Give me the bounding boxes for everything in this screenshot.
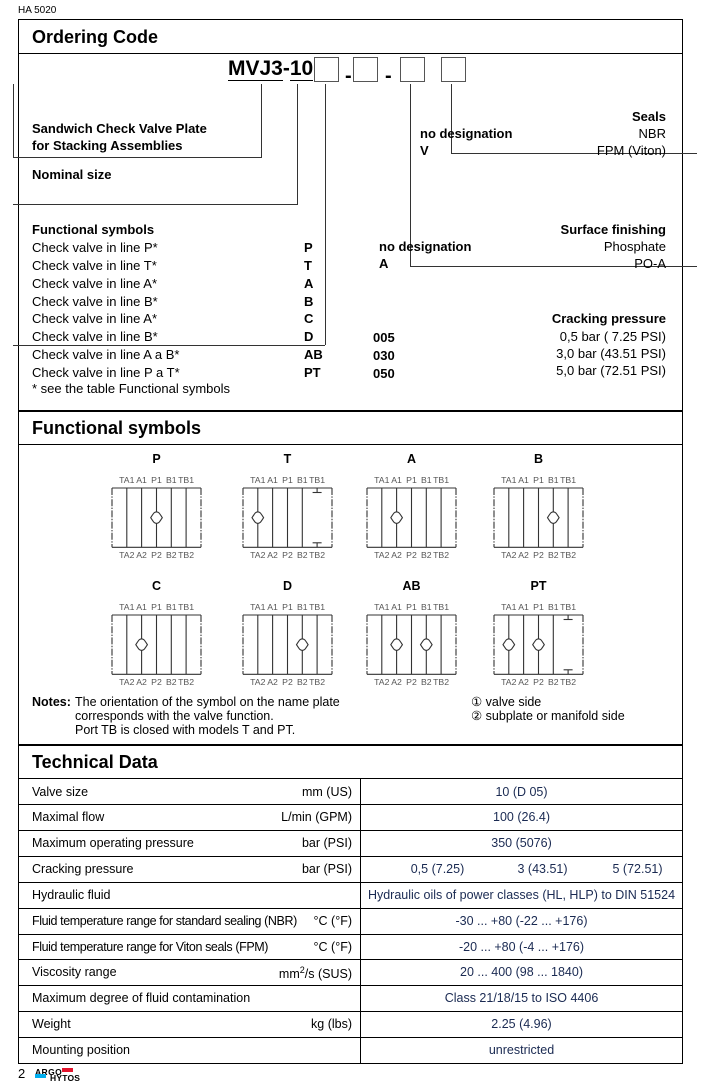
svg-text:TA1: TA1 — [119, 475, 134, 485]
svg-text:A2: A2 — [391, 676, 402, 686]
svg-text:A1: A1 — [518, 602, 529, 612]
svg-text:TB2: TB2 — [560, 549, 576, 559]
svg-text:C: C — [152, 579, 161, 593]
svg-text:B1: B1 — [297, 475, 308, 485]
svg-text:P1: P1 — [282, 475, 293, 485]
svg-text:A1: A1 — [518, 475, 529, 485]
svg-text:A2: A2 — [136, 676, 147, 686]
svg-text:B1: B1 — [421, 475, 432, 485]
svg-text:TA1: TA1 — [119, 602, 134, 612]
svg-text:TA1: TA1 — [374, 602, 389, 612]
svg-text:TA2: TA2 — [119, 549, 134, 559]
svg-text:P1: P1 — [151, 475, 162, 485]
svg-text:P2: P2 — [533, 676, 544, 686]
svg-text:TA2: TA2 — [250, 549, 265, 559]
svg-text:A2: A2 — [391, 549, 402, 559]
svg-text:PT: PT — [531, 579, 547, 593]
svg-text:A1: A1 — [267, 602, 278, 612]
svg-text:P2: P2 — [282, 676, 293, 686]
svg-text:TA1: TA1 — [250, 602, 265, 612]
svg-text:TB1: TB1 — [178, 475, 194, 485]
svg-text:P2: P2 — [406, 549, 417, 559]
svg-text:B2: B2 — [166, 549, 177, 559]
svg-text:B2: B2 — [421, 676, 432, 686]
svg-text:TA2: TA2 — [374, 549, 389, 559]
svg-text:P1: P1 — [533, 475, 544, 485]
svg-text:TA2: TA2 — [374, 676, 389, 686]
svg-text:A2: A2 — [136, 549, 147, 559]
svg-text:TB2: TB2 — [178, 676, 194, 686]
svg-text:B1: B1 — [548, 602, 559, 612]
svg-text:TA1: TA1 — [501, 602, 516, 612]
svg-text:TB1: TB1 — [433, 475, 449, 485]
svg-text:B: B — [534, 452, 543, 466]
svg-text:TB1: TB1 — [309, 602, 325, 612]
svg-text:P1: P1 — [282, 602, 293, 612]
svg-text:P1: P1 — [406, 602, 417, 612]
svg-text:P2: P2 — [151, 676, 162, 686]
svg-text:TA2: TA2 — [250, 676, 265, 686]
svg-text:B2: B2 — [297, 549, 308, 559]
svg-text:TB2: TB2 — [309, 676, 325, 686]
svg-text:TB1: TB1 — [178, 602, 194, 612]
svg-text:A2: A2 — [518, 549, 529, 559]
svg-text:B1: B1 — [166, 602, 177, 612]
svg-text:P1: P1 — [151, 602, 162, 612]
svg-text:TB1: TB1 — [560, 475, 576, 485]
svg-text:P2: P2 — [151, 549, 162, 559]
svg-text:B1: B1 — [166, 475, 177, 485]
svg-text:TA1: TA1 — [250, 475, 265, 485]
svg-text:P1: P1 — [406, 475, 417, 485]
svg-text:TA2: TA2 — [501, 676, 516, 686]
svg-text:B2: B2 — [548, 676, 559, 686]
svg-text:A2: A2 — [518, 676, 529, 686]
svg-text:TB2: TB2 — [178, 549, 194, 559]
svg-text:B2: B2 — [548, 549, 559, 559]
svg-text:A2: A2 — [267, 676, 278, 686]
svg-text:TA2: TA2 — [501, 549, 516, 559]
svg-text:A1: A1 — [136, 475, 147, 485]
svg-text:B1: B1 — [421, 602, 432, 612]
svg-text:A2: A2 — [267, 549, 278, 559]
svg-text:TB2: TB2 — [309, 549, 325, 559]
svg-text:B1: B1 — [297, 602, 308, 612]
svg-text:B2: B2 — [421, 549, 432, 559]
svg-text:TA1: TA1 — [501, 475, 516, 485]
svg-text:TA1: TA1 — [374, 475, 389, 485]
svg-text:P2: P2 — [282, 549, 293, 559]
svg-text:TB2: TB2 — [433, 676, 449, 686]
svg-text:D: D — [283, 579, 292, 593]
svg-text:B2: B2 — [166, 676, 177, 686]
svg-text:TA2: TA2 — [119, 676, 134, 686]
svg-text:P: P — [152, 452, 160, 466]
svg-text:TB1: TB1 — [309, 475, 325, 485]
svg-text:B1: B1 — [548, 475, 559, 485]
svg-text:TB1: TB1 — [433, 602, 449, 612]
svg-text:P2: P2 — [406, 676, 417, 686]
svg-text:TB1: TB1 — [560, 602, 576, 612]
svg-text:A: A — [407, 452, 416, 466]
svg-text:A1: A1 — [267, 475, 278, 485]
svg-text:P1: P1 — [533, 602, 544, 612]
svg-text:A1: A1 — [391, 602, 402, 612]
svg-text:P2: P2 — [533, 549, 544, 559]
svg-text:A1: A1 — [391, 475, 402, 485]
svg-text:TB2: TB2 — [433, 549, 449, 559]
svg-text:TB2: TB2 — [560, 676, 576, 686]
svg-text:A1: A1 — [136, 602, 147, 612]
svg-text:AB: AB — [402, 579, 420, 593]
svg-text:B2: B2 — [297, 676, 308, 686]
svg-text:T: T — [284, 452, 292, 466]
